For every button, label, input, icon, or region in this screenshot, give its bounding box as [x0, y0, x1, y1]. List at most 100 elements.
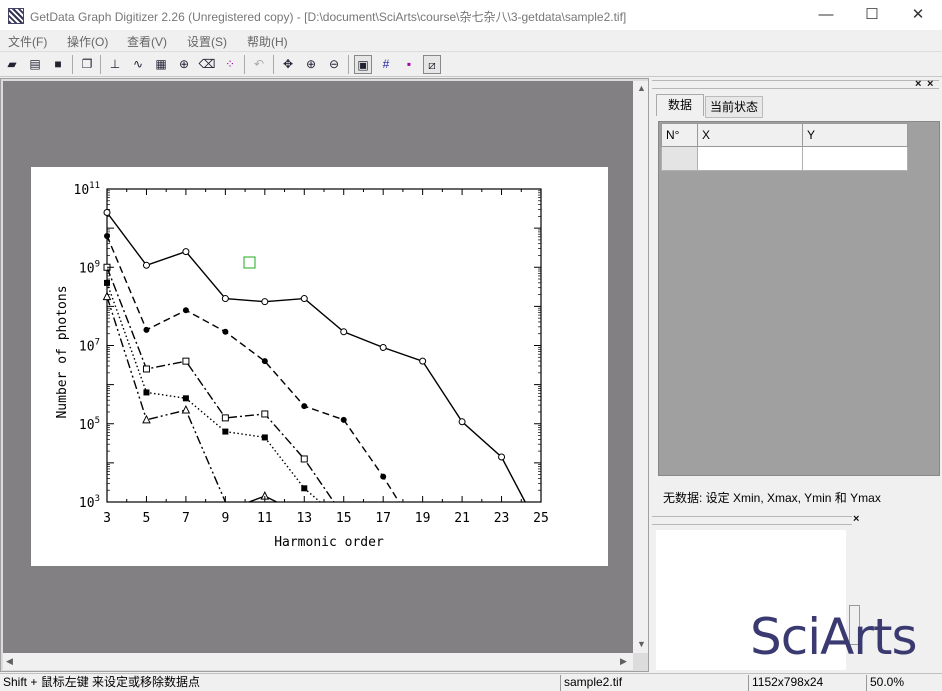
- x-tick-label: 25: [533, 511, 549, 526]
- preview-area: [656, 530, 846, 670]
- x-axis-label: Harmonic order: [274, 535, 384, 550]
- x-tick-label: 5: [143, 511, 151, 526]
- tab-data[interactable]: 数据: [656, 94, 704, 116]
- chart-svg: 3 5 7 9 11 13 15 17 19 21 23 25 103 105 107 109 1011 Har…: [55, 181, 549, 550]
- scroll-down-icon[interactable]: ▼: [637, 639, 646, 649]
- close-icon[interactable]: ×: [927, 78, 934, 90]
- x-tick-label: 17: [375, 511, 391, 526]
- data-point: [182, 248, 190, 256]
- data-point: [300, 295, 308, 303]
- column-header-y[interactable]: Y: [802, 123, 908, 147]
- data-point: [142, 261, 150, 269]
- data-point: [221, 295, 229, 303]
- toolbar: ▰ ▤ ■ ❐ ⊥ ∿ ▦ ⊕ ⌫ ⁘ ↶ ✥ ⊕ ⊖ ▣ # ▪ ⧄: [0, 51, 942, 77]
- scroll-right-icon[interactable]: ▶: [620, 656, 627, 666]
- data-point: [261, 298, 269, 306]
- data-point: [142, 414, 151, 424]
- column-header-n[interactable]: N°: [661, 123, 698, 147]
- data-point: [221, 414, 229, 422]
- column-header-x[interactable]: X: [697, 123, 803, 147]
- menu-help[interactable]: 帮助(H): [247, 35, 288, 49]
- dots-icon[interactable]: ⁘: [224, 57, 236, 71]
- data-point: [300, 455, 308, 463]
- x-tick-label: 21: [454, 511, 470, 526]
- x-cell[interactable]: [697, 146, 803, 171]
- menu-file[interactable]: 文件(F): [8, 35, 48, 49]
- x-tick-label: 23: [494, 511, 510, 526]
- data-point: [261, 358, 268, 365]
- minimize-button[interactable]: —: [818, 6, 834, 23]
- save-icon[interactable]: ■: [54, 57, 62, 71]
- preview-scrollbar[interactable]: [849, 605, 860, 645]
- open-file-icon[interactable]: ▰: [7, 57, 17, 71]
- y-tick-label: 105: [79, 416, 100, 433]
- data-table[interactable]: N° X Y: [661, 123, 908, 171]
- move-icon[interactable]: ✥: [282, 57, 294, 71]
- image-canvas[interactable]: 3 5 7 9 11 13 15 17 19 21 23 25 103 105 107 109 1011 Har…: [3, 81, 633, 653]
- undo-icon[interactable]: ↶: [253, 57, 265, 71]
- panel-header: [652, 80, 939, 89]
- close-icon[interactable]: ×: [915, 78, 922, 90]
- y-axis-label: Number of photons: [55, 285, 70, 418]
- close-icon[interactable]: ×: [853, 513, 860, 525]
- row-header-cell[interactable]: [661, 146, 698, 171]
- panel-header: [652, 516, 852, 525]
- x-tick-label: 7: [182, 511, 190, 526]
- point-capture-icon[interactable]: ⊕: [178, 57, 190, 71]
- data-point: [301, 485, 308, 492]
- lines-view-icon[interactable]: ⧄: [423, 55, 441, 74]
- horizontal-scrollbar[interactable]: ◀ ▶: [3, 653, 633, 670]
- tab-current-status[interactable]: 当前状态: [705, 96, 763, 118]
- status-bar: Shift + 鼠标左键 来设定或移除数据点 sample2.tif 1152x…: [0, 673, 942, 691]
- toolbar-separator: [244, 55, 245, 74]
- open-image-icon[interactable]: ▤: [29, 57, 41, 71]
- toolbar-separator: [273, 55, 274, 74]
- y-cell[interactable]: [802, 146, 908, 171]
- series-line: [106, 267, 335, 503]
- menu-view[interactable]: 查看(V): [127, 35, 167, 49]
- data-point: [380, 473, 387, 480]
- data-point: [102, 291, 112, 301]
- graph-image[interactable]: 3 5 7 9 11 13 15 17 19 21 23 25 103 105 107 109 1011 Har…: [31, 167, 608, 566]
- data-point: [143, 326, 150, 333]
- window-title: GetData Graph Digitizer 2.26 (Unregister…: [30, 10, 627, 24]
- data-point: [181, 404, 191, 414]
- close-button[interactable]: ✕: [911, 6, 925, 23]
- y-tick-label: 1011: [74, 181, 101, 198]
- grid-digitize-icon[interactable]: ▦: [155, 57, 167, 71]
- x-tick-label: 13: [296, 511, 312, 526]
- scroll-up-icon[interactable]: ▲: [637, 83, 646, 93]
- table-row[interactable]: [661, 146, 908, 171]
- image-view-icon[interactable]: ▣: [354, 55, 372, 74]
- plot-frame: [106, 188, 542, 503]
- menu-operation[interactable]: 操作(O): [67, 35, 109, 49]
- menu-bar: 文件(F) 操作(O) 查看(V) 设置(S) 帮助(H): [0, 30, 942, 50]
- maximize-button[interactable]: ☐: [865, 6, 879, 23]
- preview-panel: × SciArts: [650, 510, 942, 672]
- axes-icon[interactable]: ⊥: [109, 57, 121, 71]
- series-line: [106, 235, 400, 503]
- menu-settings[interactable]: 设置(S): [187, 35, 227, 49]
- zoom-out-icon[interactable]: ⊖: [328, 57, 340, 71]
- data-panel: × × 数据 当前状态 N° X Y 无数据: 设定 Xmin, Xmax, Y…: [650, 78, 942, 509]
- data-point: [340, 328, 348, 336]
- scroll-left-icon[interactable]: ◀: [6, 656, 13, 666]
- zoom-in-icon[interactable]: ⊕: [305, 57, 317, 71]
- data-point: [261, 410, 269, 418]
- sciarts-logo: SciArts: [750, 608, 918, 666]
- series-line: [106, 282, 321, 503]
- data-point: [379, 343, 387, 351]
- copy-icon[interactable]: ❐: [81, 57, 93, 71]
- line-digitize-icon[interactable]: ∿: [132, 57, 144, 71]
- y-tick-label: 107: [79, 338, 100, 355]
- data-point: [301, 403, 308, 410]
- points-view-icon[interactable]: ▪: [406, 57, 412, 71]
- app-icon: [8, 8, 24, 24]
- data-point: [222, 428, 229, 435]
- x-tick-label: 3: [103, 511, 111, 526]
- x-tick-label: 11: [257, 511, 273, 526]
- y-tick-label: 109: [79, 259, 100, 276]
- grid-view-icon[interactable]: #: [382, 57, 390, 71]
- vertical-scrollbar[interactable]: ▲ ▼: [633, 81, 648, 653]
- eraser-icon[interactable]: ⌫: [198, 57, 216, 71]
